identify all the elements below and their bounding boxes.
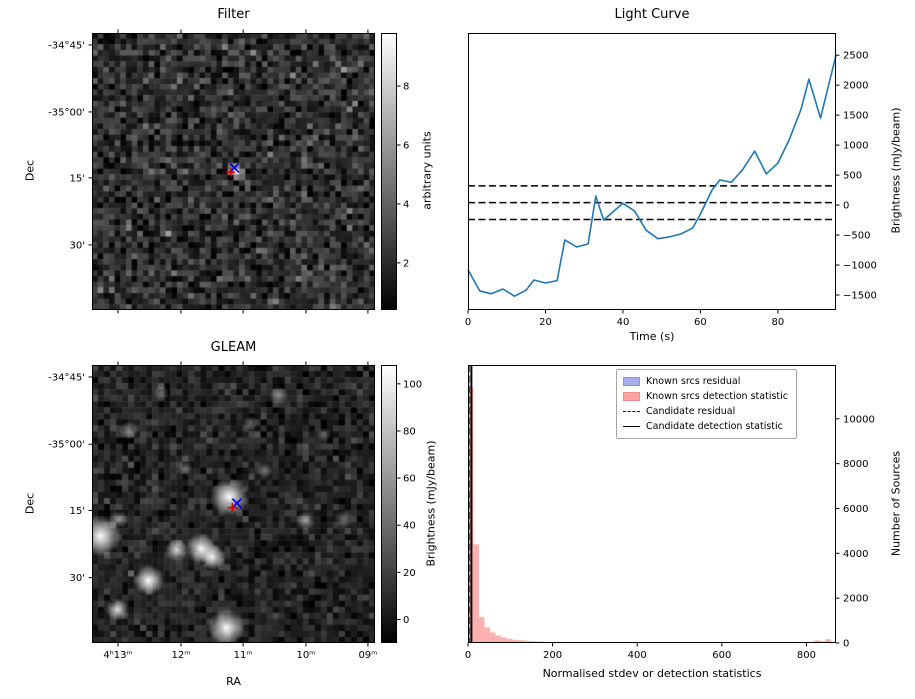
tick-label: 0 (843, 639, 849, 650)
tick-label: 40 (403, 521, 416, 532)
candidate-marker-x (231, 498, 242, 509)
tick-label: 0 (403, 615, 409, 626)
tick-label: 80 (403, 426, 416, 437)
tick-label: 10ᵐ (296, 650, 315, 661)
gleam-title: GLEAM (210, 340, 257, 355)
tick-label: 20 (539, 317, 552, 328)
known-srcs-detstat-bar (495, 635, 501, 643)
candidate-detstat-line-swatch (623, 426, 640, 427)
tick-label: 8000 (843, 459, 868, 470)
tick-label: -35°00' (48, 107, 85, 118)
tick-label: 11ᵐ (234, 650, 253, 661)
gleam-colorbar (381, 365, 397, 643)
axes-frame (92, 365, 375, 643)
tick-label: −500 (843, 231, 870, 242)
tick-label: 1000 (843, 141, 868, 152)
tick-label: 60 (403, 474, 416, 485)
known-srcs-detstat-bar (478, 617, 485, 643)
tick-label: 2500 (843, 51, 868, 62)
tick-label: 09ᵐ (358, 650, 377, 661)
legend-item: Known srcs detection statistic (623, 389, 788, 404)
known-srcs-detstat-bar (489, 632, 496, 643)
known-srcs-detstat-bar (825, 639, 831, 643)
known-residual-swatch (623, 377, 640, 386)
tick-label: 4ʰ13ᵐ (103, 650, 132, 661)
gleam-ylabel: Dec (23, 492, 37, 515)
known-srcs-detstat-bar (511, 639, 518, 643)
tick-label: 800 (797, 650, 816, 661)
light-curve-line (467, 55, 837, 298)
tick-label: 100 (403, 379, 422, 390)
tick-label: 4 (403, 199, 409, 210)
light-curve-ylabel: Brightness (mJy/beam) (889, 107, 903, 234)
legend-label: Candidate detection statistic (646, 421, 783, 432)
tick-label: 12ᵐ (172, 650, 191, 661)
tick-label: -35°00' (48, 440, 85, 451)
tick-label: 0 (843, 201, 849, 212)
legend-item: Known srcs residual (623, 374, 788, 389)
known-srcs-detstat-bar (473, 544, 479, 643)
axes-frame (92, 33, 375, 310)
axes-frame (468, 365, 836, 643)
tick-label: 6 (403, 140, 409, 151)
tick-label: 2000 (843, 594, 868, 605)
tick-label: 30' (70, 573, 85, 584)
legend-label: Known srcs residual (646, 376, 741, 387)
tick-label: 2000 (843, 81, 868, 92)
tick-label: −1500 (843, 291, 877, 302)
tick-label: 200 (543, 650, 562, 661)
colorbar-frame (381, 33, 397, 310)
tick-label: 80 (772, 317, 785, 328)
histogram-ylabel: Number of Sources (889, 450, 903, 557)
tick-label: 2 (403, 258, 409, 269)
tick-label: 40 (617, 317, 630, 328)
candidate-residual-line-swatch (623, 411, 640, 412)
tick-label: 8 (403, 82, 409, 93)
tick-label: 30' (70, 240, 85, 251)
filter-colorbar (381, 33, 397, 310)
tick-label: -34°45' (48, 40, 85, 51)
light-curve-xlabel: Time (s) (629, 330, 675, 343)
colorbar-frame (381, 365, 397, 643)
known-srcs-detstat-bar (500, 637, 507, 643)
tick-label: 6000 (843, 504, 868, 515)
gleam-xlabel: RA (226, 675, 241, 688)
histogram-xlabel: Normalised stdev or detection statistics (542, 667, 762, 680)
legend: Known srcs residual Known srcs detection… (616, 369, 797, 439)
tick-label: −1000 (843, 261, 877, 272)
known-srcs-detstat-bar (506, 638, 512, 643)
known-srcs-detstat-bar (522, 640, 529, 643)
light-curve-title: Light Curve (614, 7, 690, 22)
tick-label: 15' (70, 506, 85, 517)
tick-label: 60 (694, 317, 707, 328)
tick-label: 400 (628, 650, 647, 661)
filter-ylabel: Dec (23, 159, 37, 182)
tick-label: 10000 (843, 414, 875, 425)
tick-label: 4000 (843, 549, 868, 560)
gleam-image (92, 365, 375, 643)
tick-label: 15' (70, 173, 85, 184)
tick-label: 0 (465, 317, 471, 328)
axes-frame (468, 33, 836, 310)
legend-item: Candidate detection statistic (623, 419, 788, 434)
known-srcs-detstat-bar (484, 627, 490, 643)
known-srcs-detstat-bar (517, 640, 523, 643)
tick-label: 0 (465, 650, 471, 661)
gleam-colorbar-label: Brightness (mJy/beam) (424, 440, 438, 567)
filter-title: Filter (217, 7, 250, 22)
filter-colorbar-label: arbitrary units (420, 131, 434, 210)
tick-label: 600 (712, 650, 731, 661)
legend-label: Known srcs detection statistic (646, 391, 788, 402)
known-srcs-detstat-bar (814, 640, 820, 643)
tick-label: 500 (843, 171, 862, 182)
tick-label: 1500 (843, 111, 868, 122)
legend-item: Candidate residual (623, 404, 788, 419)
known-detstat-swatch (623, 392, 640, 401)
tick-label: 20 (403, 568, 416, 579)
legend-label: Candidate residual (646, 406, 736, 417)
tick-label: -34°45' (48, 372, 85, 383)
